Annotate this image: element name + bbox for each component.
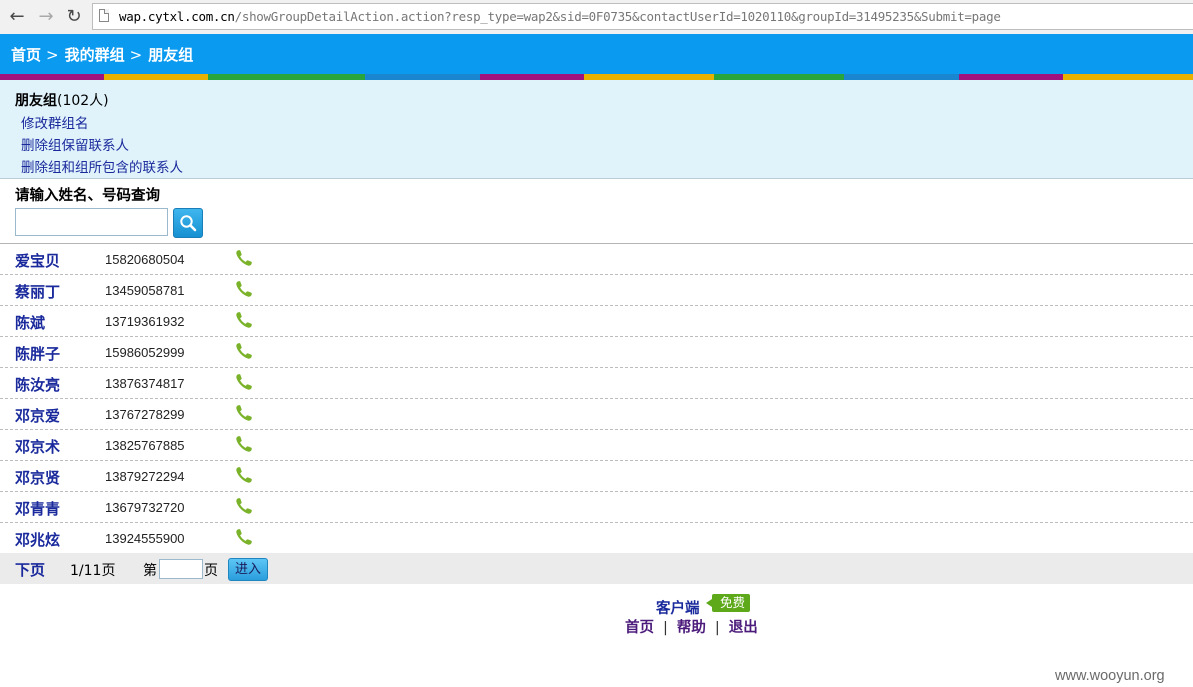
delete-group-keep-contacts-link[interactable]: 删除组保留联系人 bbox=[21, 138, 129, 154]
url-text: wap.cytxl.com.cn/showGroupDetailAction.a… bbox=[119, 9, 1001, 24]
stripe-segment bbox=[844, 74, 959, 80]
footer-links: 首页 | 帮助 | 退出 bbox=[625, 616, 758, 637]
search-label: 请输入姓名、号码查询 bbox=[15, 188, 160, 204]
stripe-segment bbox=[480, 74, 584, 80]
group-count: (102人) bbox=[57, 93, 109, 109]
go-button[interactable]: 进入 bbox=[228, 558, 268, 581]
contact-row: 邓青青 13679732720 bbox=[0, 492, 1193, 523]
contact-row: 陈胖子 15986052999 bbox=[0, 337, 1193, 368]
contact-phone: 13767278299 bbox=[105, 407, 185, 422]
reload-icon[interactable]: ↻ bbox=[66, 5, 82, 27]
phone-call-icon[interactable] bbox=[234, 372, 254, 396]
contact-name-link[interactable]: 爱宝贝 bbox=[15, 252, 61, 270]
page-suffix-label: 页 bbox=[204, 563, 218, 579]
contact-row: 邓兆炫 13924555900 bbox=[0, 523, 1193, 554]
footer-help-link[interactable]: 帮助 bbox=[676, 620, 706, 636]
stripe-segment bbox=[365, 74, 480, 80]
forward-arrow-icon[interactable]: → bbox=[38, 5, 54, 27]
browser-toolbar: ← → ↻ wap.cytxl.com.cn/showGroupDetailAc… bbox=[0, 0, 1193, 35]
stripe-segment bbox=[714, 74, 844, 80]
stripe-segment bbox=[959, 74, 1063, 80]
pager: 下页 1/11页 第 页 进入 bbox=[0, 553, 1193, 584]
breadcrumb-separator: > bbox=[46, 46, 59, 64]
stripe-segment bbox=[1063, 74, 1193, 80]
contact-phone: 13459058781 bbox=[105, 283, 185, 298]
phone-call-icon[interactable] bbox=[234, 310, 254, 334]
breadcrumb-current: 朋友组 bbox=[148, 46, 194, 64]
contact-phone: 13719361932 bbox=[105, 314, 185, 329]
contact-name-link[interactable]: 邓京贤 bbox=[15, 469, 61, 487]
phone-call-icon[interactable] bbox=[234, 496, 254, 520]
contact-phone: 13879272294 bbox=[105, 469, 185, 484]
rename-group-link[interactable]: 修改群组名 bbox=[21, 116, 89, 132]
divider bbox=[0, 243, 1193, 244]
page-info: 1/11页 bbox=[70, 563, 116, 579]
group-title: 朋友组(102人) bbox=[15, 90, 109, 110]
breadcrumb-groups-link[interactable]: 我的群组 bbox=[64, 46, 125, 64]
contact-phone: 13924555900 bbox=[105, 531, 185, 546]
free-badge: 免费 bbox=[705, 594, 751, 612]
contact-row: 陈汝亮 13876374817 bbox=[0, 368, 1193, 399]
stripe-segment bbox=[208, 74, 365, 80]
delete-group-and-contacts-link[interactable]: 删除组和组所包含的联系人 bbox=[21, 160, 183, 176]
contact-name-link[interactable]: 陈胖子 bbox=[15, 345, 61, 363]
url-host: wap.cytxl.com.cn bbox=[119, 9, 235, 24]
top-nav-bar: 首页 > 我的群组 > 朋友组 bbox=[0, 34, 1193, 74]
group-name: 朋友组 bbox=[15, 93, 57, 109]
phone-call-icon[interactable] bbox=[234, 403, 254, 427]
phone-call-icon[interactable] bbox=[234, 341, 254, 365]
breadcrumb: 首页 > 我的群组 > 朋友组 bbox=[11, 44, 193, 65]
search-icon bbox=[180, 215, 197, 232]
contact-row: 邓京术 13825767885 bbox=[0, 430, 1193, 461]
footer-separator: | bbox=[663, 620, 668, 636]
back-arrow-icon[interactable]: ← bbox=[9, 5, 25, 27]
contact-phone: 15820680504 bbox=[105, 252, 185, 267]
contact-phone: 13679732720 bbox=[105, 500, 185, 515]
url-path: /showGroupDetailAction.action?resp_type=… bbox=[234, 9, 1001, 24]
breadcrumb-separator: > bbox=[129, 46, 143, 64]
phone-call-icon[interactable] bbox=[234, 527, 254, 551]
phone-call-icon[interactable] bbox=[234, 248, 254, 272]
contact-name-link[interactable]: 陈斌 bbox=[15, 314, 46, 332]
contact-phone: 15986052999 bbox=[105, 345, 185, 360]
client-download-link[interactable]: 客户端 bbox=[656, 601, 700, 617]
contact-phone: 13876374817 bbox=[105, 376, 185, 391]
contact-name-link[interactable]: 邓青青 bbox=[15, 500, 61, 518]
search-input[interactable] bbox=[15, 208, 168, 236]
breadcrumb-home-link[interactable]: 首页 bbox=[11, 46, 42, 64]
watermark: www.wooyun.org bbox=[1055, 668, 1165, 684]
footer-separator: | bbox=[714, 620, 720, 636]
contact-row: 陈斌 13719361932 bbox=[0, 306, 1193, 337]
contact-row: 邓京爱 13767278299 bbox=[0, 399, 1193, 430]
page-prefix-label: 第 bbox=[143, 563, 157, 579]
contact-name-link[interactable]: 蔡丽丁 bbox=[15, 283, 61, 301]
contact-row: 蔡丽丁 13459058781 bbox=[0, 275, 1193, 306]
phone-call-icon[interactable] bbox=[234, 465, 254, 489]
contact-row: 邓京贤 13879272294 bbox=[0, 461, 1193, 492]
address-bar[interactable]: wap.cytxl.com.cn/showGroupDetailAction.a… bbox=[92, 3, 1193, 30]
footer-home-link[interactable]: 首页 bbox=[625, 620, 654, 636]
contact-name-link[interactable]: 邓兆炫 bbox=[15, 531, 61, 549]
contact-row: 爱宝贝 15820680504 bbox=[0, 244, 1193, 275]
contact-name-link[interactable]: 邓京术 bbox=[15, 438, 61, 456]
search-button[interactable] bbox=[173, 208, 203, 238]
phone-call-icon[interactable] bbox=[234, 434, 254, 458]
phone-call-icon[interactable] bbox=[234, 279, 254, 303]
contact-name-link[interactable]: 陈汝亮 bbox=[15, 376, 61, 394]
contact-phone: 13825767885 bbox=[105, 438, 185, 453]
stripe-segment bbox=[104, 74, 208, 80]
page-number-input[interactable] bbox=[159, 559, 203, 579]
color-stripe bbox=[0, 74, 1193, 80]
page-icon bbox=[99, 9, 109, 22]
next-page-link[interactable]: 下页 bbox=[15, 561, 46, 579]
group-info-panel: 朋友组(102人) 修改群组名 删除组保留联系人 删除组和组所包含的联系人 bbox=[0, 80, 1193, 179]
contact-name-link[interactable]: 邓京爱 bbox=[15, 407, 61, 425]
footer-logout-link[interactable]: 退出 bbox=[728, 620, 758, 636]
stripe-segment bbox=[0, 74, 104, 80]
stripe-segment bbox=[584, 74, 714, 80]
